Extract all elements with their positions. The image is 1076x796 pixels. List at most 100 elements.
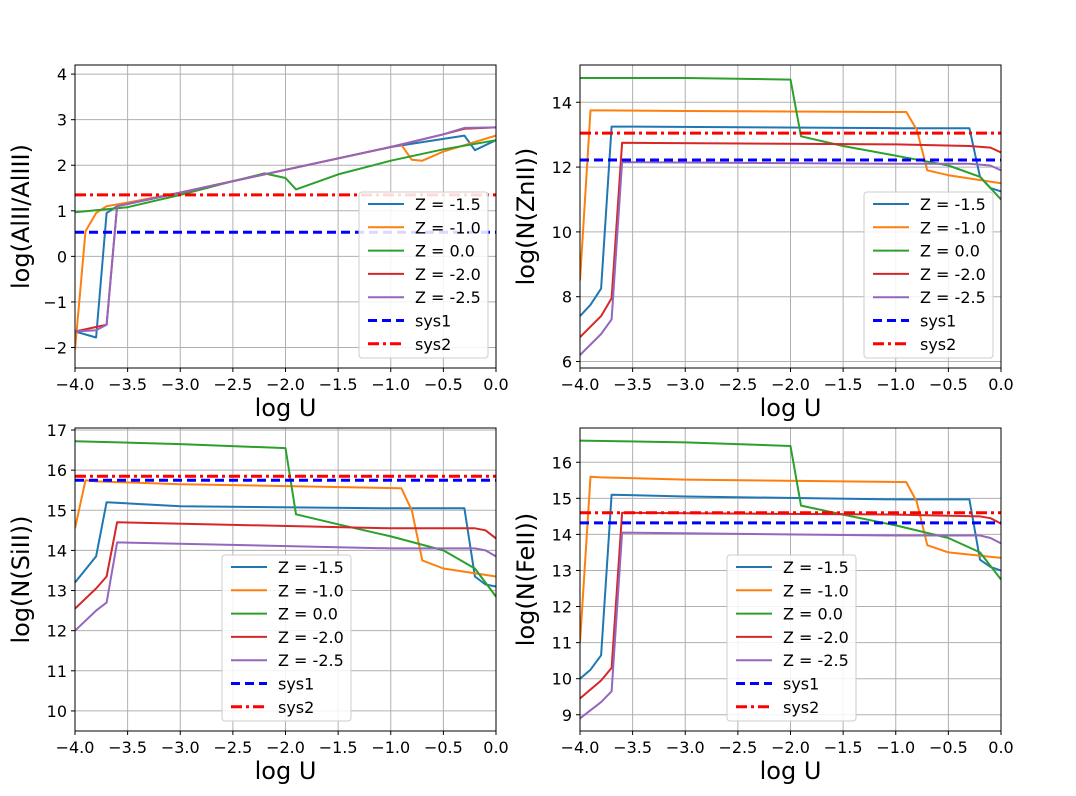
legend-entry-label: Z = -1.0 <box>278 581 344 600</box>
x-tick-label: −3.5 <box>613 738 652 757</box>
legend-entry-label: Z = -2.0 <box>920 265 986 284</box>
series-line-Z0.0 <box>75 139 496 214</box>
y-tick-label: 13 <box>552 561 572 580</box>
y-tick-label: 10 <box>552 223 572 242</box>
legend-box <box>726 554 857 722</box>
series-line-Z-2.5 <box>580 531 1001 720</box>
y-tick-label: 13 <box>47 582 67 601</box>
x-tick-label: −1.0 <box>371 375 410 394</box>
x-tick-label: −3.5 <box>108 375 147 394</box>
x-tick-label: −2.5 <box>718 738 757 757</box>
legend-entry-label: Z = 0.0 <box>278 605 338 624</box>
legend-entry-label: Z = -2.0 <box>415 265 481 284</box>
x-tick-label: −1.0 <box>876 738 915 757</box>
x-tick-label: 0.0 <box>483 738 508 757</box>
y-tick-label: 1 <box>57 202 67 221</box>
legend-entry-label: Z = -2.5 <box>278 651 344 670</box>
legend: Z = -1.5 Z = -1.0 Z = 0.0 Z = -2.0 Z = -2.5 s… <box>221 554 352 722</box>
legend-entry-label: sys2 <box>415 335 451 354</box>
y-tick-label: −1 <box>43 293 67 312</box>
x-tick-label: −2.0 <box>771 738 810 757</box>
legend-entry-label: Z = -2.5 <box>920 288 986 307</box>
series-line-Z0.0 <box>75 440 496 598</box>
legend-entry-label: Z = -2.0 <box>278 628 344 647</box>
x-tick-label: −1.5 <box>319 738 358 757</box>
y-axis-label: log(N(FeII)) <box>512 513 540 646</box>
series-line-Z-1.5 <box>75 501 496 588</box>
series-line-Z-2.5 <box>75 541 496 632</box>
x-axis-label: log U <box>255 394 317 422</box>
y-tick-label: 2 <box>57 156 67 175</box>
panel-4: −4.0 −3.5 −3.0 −2.5 −2.0 −1.5 −1.0 −0.5 0.0 9 10 11… <box>512 427 1014 785</box>
y-tick-label: 12 <box>47 622 67 641</box>
x-tick-label: −2.0 <box>266 375 305 394</box>
legend-entry-label: sys2 <box>920 335 956 354</box>
legend-entry-label: Z = 0.0 <box>415 242 475 261</box>
x-tick-label: −3.0 <box>666 738 705 757</box>
legend-entry-label: Z = -2.0 <box>783 628 849 647</box>
y-tick-label: 3 <box>57 111 67 130</box>
y-tick-label: 15 <box>47 501 67 520</box>
series-group <box>580 77 1001 356</box>
x-axis-label: log U <box>255 757 317 785</box>
y-tick-label: 16 <box>552 453 572 472</box>
y-tick-label: 14 <box>552 525 572 544</box>
legend-box <box>221 554 352 722</box>
legend-entry-label: sys1 <box>278 675 314 694</box>
legend-entry-label: Z = -2.5 <box>415 288 481 307</box>
series-group <box>75 440 496 632</box>
x-tick-label: −0.5 <box>424 375 463 394</box>
series-line-Z0.0 <box>580 77 1001 201</box>
x-tick-label: −0.5 <box>929 375 968 394</box>
y-tick-label: 16 <box>47 461 67 480</box>
panel-2: −4.0 −3.5 −3.0 −2.5 −2.0 −1.5 −1.0 −0.5 0.0 6 8 10 1… <box>512 64 1014 422</box>
x-tick-label: −4.0 <box>56 375 95 394</box>
x-tick-label: −4.0 <box>56 738 95 757</box>
series-line-Z-2.0 <box>580 141 1001 338</box>
y-tick-label: 15 <box>552 489 572 508</box>
series-line-Z-2.5 <box>580 161 1001 356</box>
x-tick-label: −3.5 <box>108 738 147 757</box>
y-tick-label: 12 <box>552 158 572 177</box>
x-tick-label: −1.5 <box>824 738 863 757</box>
x-tick-label: −2.0 <box>771 375 810 394</box>
y-axis-label: log(N(SiII)) <box>7 515 35 643</box>
x-tick-label: −1.0 <box>876 375 915 394</box>
legend-entry-label: Z = 0.0 <box>783 605 843 624</box>
legend: Z = -1.5 Z = -1.0 Z = 0.0 Z = -2.0 Z = -2.5 s… <box>863 191 994 359</box>
x-tick-label: 0.0 <box>988 738 1013 757</box>
legend-entry-label: sys2 <box>783 698 819 717</box>
series-line-Z-1.0 <box>580 475 1001 643</box>
x-tick-label: −1.5 <box>319 375 358 394</box>
y-axis-label: log(N(ZnII)) <box>512 148 540 286</box>
x-axis-label: log U <box>760 757 822 785</box>
y-tick-label: 0 <box>57 247 67 266</box>
legend: Z = -1.5 Z = -1.0 Z = 0.0 Z = -2.0 Z = -2.5 s… <box>726 554 857 722</box>
y-tick-label: 12 <box>552 598 572 617</box>
x-tick-label: −4.0 <box>561 738 600 757</box>
legend-entry-label: sys1 <box>415 312 451 331</box>
y-axis-label: log(AlII/AlIII) <box>7 144 35 289</box>
y-tick-label: 11 <box>552 634 572 653</box>
x-tick-label: 0.0 <box>483 375 508 394</box>
legend-entry-label: Z = -2.5 <box>783 651 849 670</box>
legend-entry-label: Z = -1.5 <box>783 558 849 577</box>
x-tick-label: −0.5 <box>929 738 968 757</box>
x-tick-label: −1.0 <box>371 738 410 757</box>
x-tick-label: −2.5 <box>213 738 252 757</box>
legend-entry-label: Z = -1.5 <box>920 195 986 214</box>
x-tick-label: −3.5 <box>613 375 652 394</box>
y-tick-label: 6 <box>562 353 572 372</box>
y-tick-label: 14 <box>47 541 67 560</box>
legend-entry-label: sys1 <box>783 675 819 694</box>
y-tick-label: 10 <box>552 670 572 689</box>
legend-box <box>358 191 489 359</box>
y-tick-label: 14 <box>552 93 572 112</box>
x-tick-label: −2.0 <box>266 738 305 757</box>
legend-entry-label: Z = 0.0 <box>920 242 980 261</box>
panel-3: −4.0 −3.5 −3.0 −2.5 −2.0 −1.5 −1.0 −0.5 0.0 10 11 1… <box>7 421 509 785</box>
y-tick-label: −2 <box>43 338 67 357</box>
legend: Z = -1.5 Z = -1.0 Z = 0.0 Z = -2.0 Z = -2.5 s… <box>358 191 489 359</box>
legend-entry-label: Z = -1.0 <box>415 218 481 237</box>
